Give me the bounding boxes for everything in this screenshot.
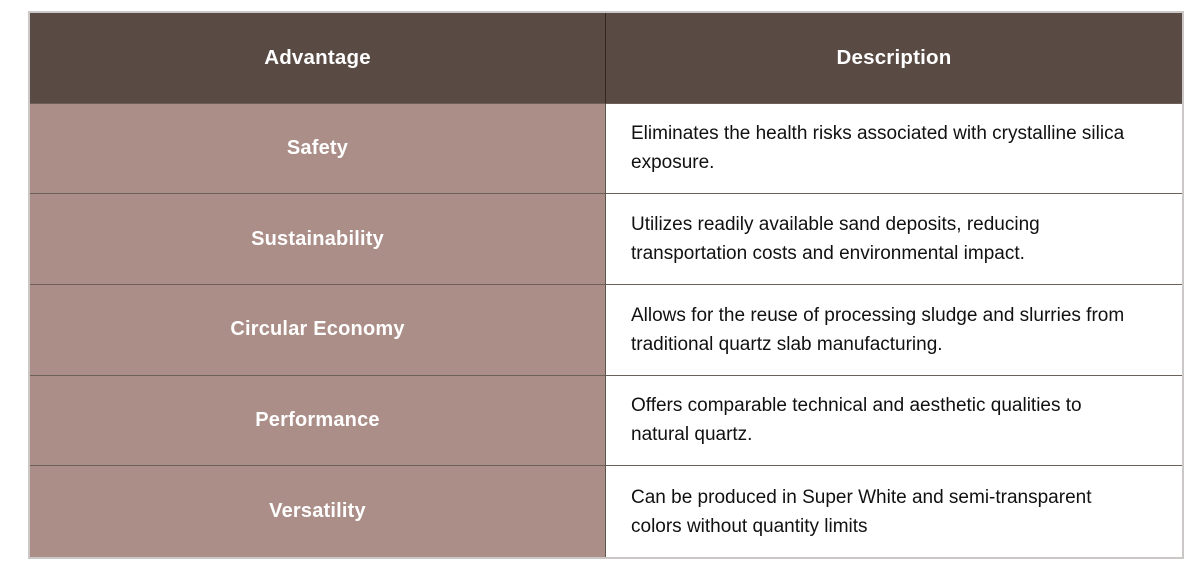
advantage-label: Sustainability [251,227,384,250]
advantage-label: Circular Economy [230,318,405,341]
column-header-description: Description [606,13,1182,104]
column-header-advantage-label: Advantage [264,45,371,69]
description-text: Offers comparable technical and aestheti… [631,395,1082,446]
table-row-advantage-cell: Sustainability [30,194,606,285]
advantage-label: Performance [255,408,380,431]
description-text: Eliminates the health risks associated w… [631,123,1125,174]
column-header-advantage: Advantage [30,13,606,104]
table-row-description-cell: Can be produced in Super White and semi-… [606,466,1182,557]
table-row-advantage-cell: Performance [30,375,606,467]
description-text: Allows for the reuse of processing sludg… [631,304,1125,355]
description-text: Utilizes readily available sand deposits… [631,214,1040,265]
column-header-description-label: Description [836,45,952,69]
table-row-description-cell: Offers comparable technical and aestheti… [606,375,1182,467]
table-row-advantage-cell: Safety [30,103,606,195]
table-row-description-cell: Eliminates the health risks associated w… [606,103,1182,195]
advantage-label: Safety [286,136,349,159]
table-row-advantage-cell: Versatility [30,466,606,557]
advantages-table: Advantage Description Safety Eliminates … [28,11,1184,559]
table-row-description-cell: Allows for the reuse of processing sludg… [606,284,1182,376]
advantage-label: Versatility [269,500,366,523]
table-row-advantage-cell: Circular Economy [30,284,606,376]
table-row-description-cell: Utilizes readily available sand deposits… [606,194,1182,285]
description-text: Can be produced in Super White and semi-… [631,486,1092,537]
